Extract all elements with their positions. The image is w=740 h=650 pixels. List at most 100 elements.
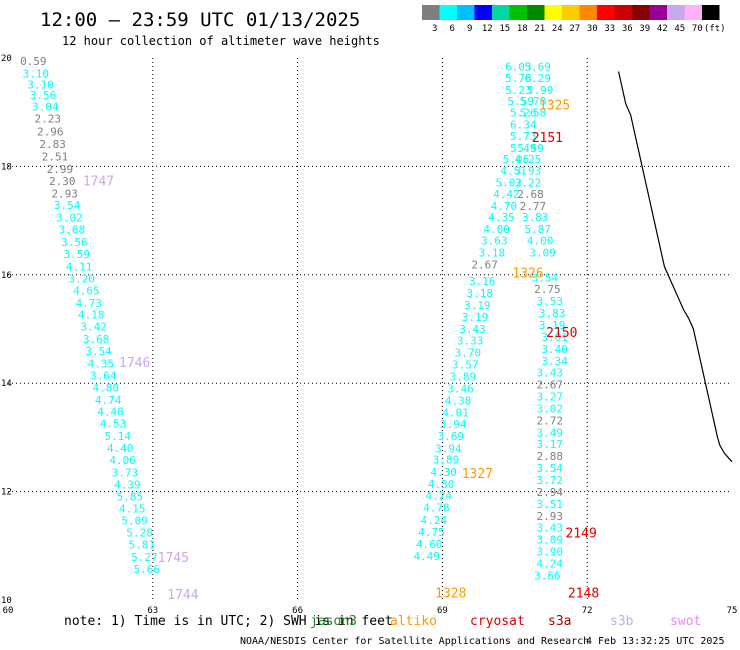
swh-label: 6.03 xyxy=(505,60,532,73)
swh-label: 3.27 xyxy=(537,391,564,404)
swh-label: 4.24 xyxy=(537,557,564,570)
pass-number-label: 1325 xyxy=(539,98,570,113)
swh-label: 2.96 xyxy=(37,126,64,139)
y-tick-label: 10 xyxy=(1,596,12,606)
swh-label: 3.46 xyxy=(447,382,474,395)
swh-label: 5.99 xyxy=(527,84,554,97)
colorbar-swatch xyxy=(702,5,720,20)
pass-number-label: 2151 xyxy=(532,131,563,146)
swh-label: 3.54 xyxy=(85,345,112,358)
swh-label: 2.75 xyxy=(534,283,561,296)
swh-label: 3.18 xyxy=(467,287,494,300)
swh-label: 4.42 xyxy=(493,188,519,201)
colorbar-swatch xyxy=(422,5,440,20)
swh-label: 3.20 xyxy=(68,272,95,285)
colorbar-label: 70 xyxy=(692,24,703,34)
y-tick-label: 18 xyxy=(1,162,12,172)
swh-label: 4.06 xyxy=(109,454,136,467)
swh-label: 3.19 xyxy=(462,311,489,324)
pass-number-label: 1326 xyxy=(512,267,543,282)
coastline xyxy=(617,71,733,463)
colorbar-label: 24 xyxy=(552,24,563,34)
satellite-legend-altika: altiko xyxy=(390,614,437,629)
swh-label: 5.09 xyxy=(121,515,148,528)
pass-number-label: 2149 xyxy=(565,527,596,542)
note-text: note: 1) Time is in UTC; 2) SWH is in fe… xyxy=(64,614,393,629)
colorbar-swatch xyxy=(667,5,685,20)
colorbar-label: 9 xyxy=(467,24,472,34)
swh-label: 4.53 xyxy=(100,418,127,431)
swh-label: 3.02 xyxy=(56,212,82,225)
swh-label: 4.30 xyxy=(428,478,455,491)
colorbar-swatch xyxy=(439,5,457,20)
swh-label: 3.49 xyxy=(537,426,564,439)
swh-label: 4.00 xyxy=(527,234,554,247)
swh-label: 3.09 xyxy=(529,246,556,259)
pass-number-label: 2150 xyxy=(546,326,577,341)
swh-label: 2.99 xyxy=(47,163,74,176)
swh-label: 3.04 xyxy=(32,101,59,114)
swh-label: 2.51 xyxy=(42,150,69,163)
colorbar-legend: 3 6 9 12 15 18 21 24 27 30 33 36 39 42 45 70 (ft) xyxy=(422,5,726,34)
colorbar-label: 12 xyxy=(482,24,493,34)
swh-label: 3.34 xyxy=(541,355,568,368)
swh-label: 3.89 xyxy=(450,370,477,383)
swh-label: 2.83 xyxy=(39,138,66,151)
swh-label: 4.35 xyxy=(88,357,115,370)
x-tick-label: 75 xyxy=(727,606,738,616)
swh-label: 3.43 xyxy=(537,522,564,535)
swh-label: 5.73 xyxy=(510,130,537,143)
swh-label: 5.26 xyxy=(510,107,537,120)
colorbar-label: (ft) xyxy=(704,24,726,34)
swh-label: 4.65 xyxy=(73,284,100,297)
swh-label: 3.10 xyxy=(27,78,54,91)
colorbar-label: 27 xyxy=(569,24,580,34)
swh-label: 3.09 xyxy=(537,534,564,547)
swh-label: 0.59 xyxy=(20,55,47,68)
swh-label: 3.10 xyxy=(22,68,49,81)
swh-label: 3.83 xyxy=(539,307,566,320)
swh-label: 4.30 xyxy=(430,466,457,479)
pass-number-label: 1744 xyxy=(167,588,198,603)
swh-label: 6.34 xyxy=(510,118,537,131)
swh-label: 3.22 xyxy=(515,176,542,189)
swh-label: 5.28 xyxy=(126,527,152,540)
y-tick-label: 12 xyxy=(1,488,12,498)
swh-label: 3.01 xyxy=(541,331,568,344)
swh-label: 4.40 xyxy=(107,442,133,455)
swh-label: 3.69 xyxy=(438,430,465,443)
satellite-legend-s3a: s3a xyxy=(548,614,571,629)
swh-label: 4.24 xyxy=(421,514,448,527)
swh-label: 4.25 xyxy=(515,153,542,166)
x-tick-label: 66 xyxy=(292,606,303,616)
swh-label: 3.40 xyxy=(541,343,568,356)
colorbar-swatch xyxy=(614,5,632,20)
swh-label: 3.02 xyxy=(537,402,564,415)
colorbar-label: 6 xyxy=(450,24,455,34)
swh-label: 3.73 xyxy=(112,466,139,479)
colorbar-swatch xyxy=(684,5,702,20)
swh-label: 3.57 xyxy=(452,359,479,372)
swh-label: 5.85 xyxy=(117,490,144,503)
swh-label: 3.43 xyxy=(459,323,486,336)
colorbar-label: 36 xyxy=(622,24,633,34)
swh-label: 4.48 xyxy=(97,406,124,419)
swh-label: 5.02 xyxy=(495,176,522,189)
pass-number-label: 1328 xyxy=(435,586,466,601)
swh-label: 5.78 xyxy=(520,95,547,108)
pass-number-label: 1327 xyxy=(462,467,493,482)
colorbar-swatch xyxy=(492,5,510,20)
swh-label: 5.69 xyxy=(524,60,551,73)
swh-label: 3.68 xyxy=(83,333,110,346)
swh-label: 4.38 xyxy=(445,394,472,407)
swh-label: 4.70 xyxy=(491,200,517,213)
swh-label: 4.18 xyxy=(78,309,105,322)
credit-text: NOAA/NESDIS Center for Satellite Applica… xyxy=(240,636,589,647)
colorbar-label: 21 xyxy=(534,24,545,34)
chart-subtitle: 12 hour collection of altimeter wave hei… xyxy=(62,34,380,48)
swh-label: 3.17 xyxy=(537,438,564,451)
swh-label: 2.23 xyxy=(35,112,62,125)
swh-label: 4.75 xyxy=(418,526,445,539)
swh-label: 3.94 xyxy=(440,418,467,431)
